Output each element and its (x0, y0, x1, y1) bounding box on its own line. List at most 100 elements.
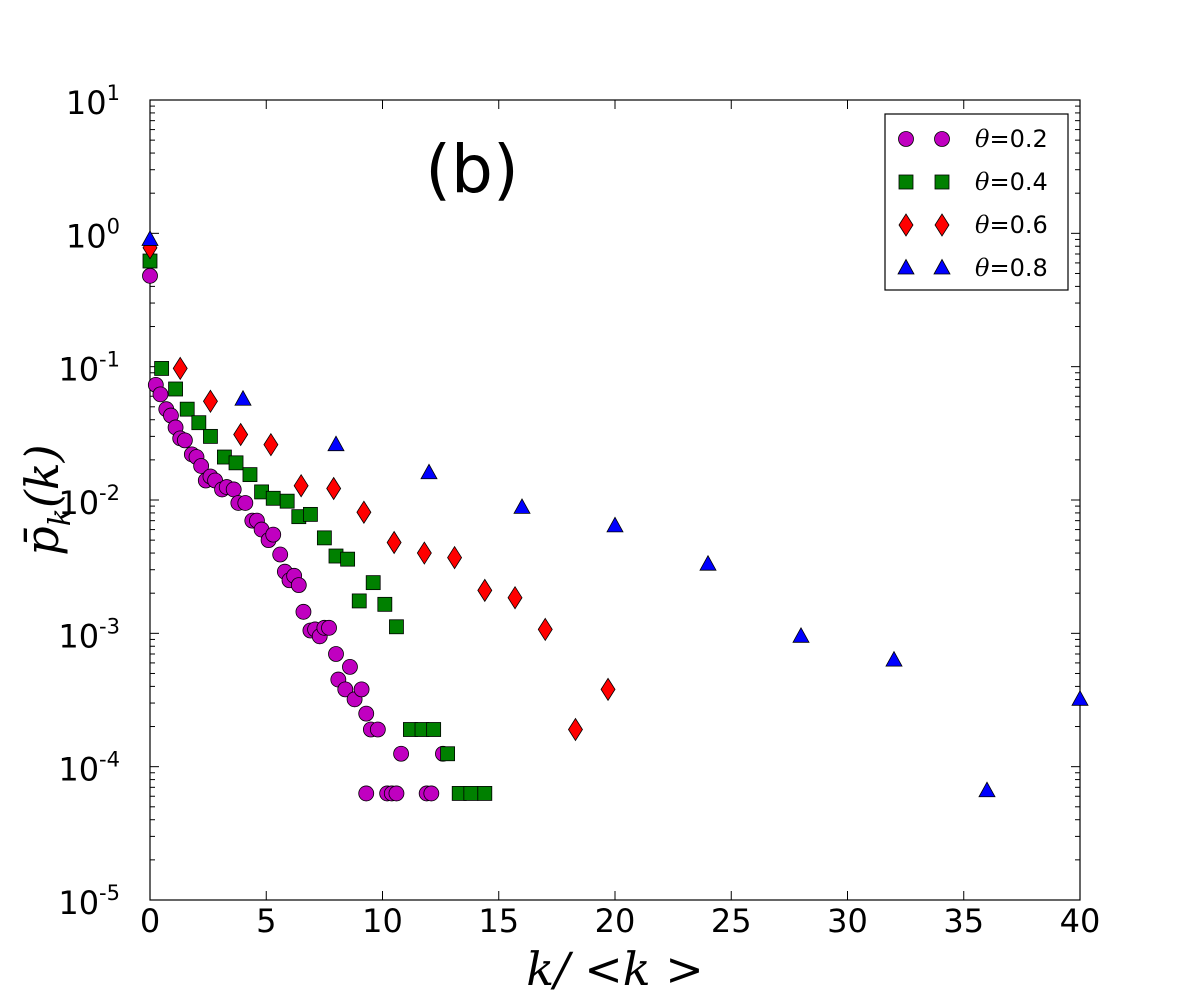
point-s3-2 (327, 435, 345, 452)
point-s2-15 (600, 677, 616, 702)
legend-label-3: θ=0.8 (975, 254, 1048, 282)
point-s0-46 (388, 785, 405, 802)
point-s2-13 (537, 617, 553, 642)
y-tick-base-5: 10 (58, 751, 99, 789)
legend-marker-0b (934, 131, 950, 147)
legend-symbol-1: θ (975, 168, 990, 196)
point-s0-10 (193, 458, 210, 474)
y-tick-exp-5: -4 (99, 748, 120, 772)
legend-value-0: =0.2 (989, 125, 1047, 153)
point-s0-48 (358, 785, 375, 802)
point-s1-7 (228, 455, 244, 471)
series-0 (142, 267, 451, 802)
legend-symbol-0: θ (975, 125, 990, 153)
y-tick-exp-2: -1 (99, 348, 120, 372)
x-tick-label-4: 20 (595, 902, 636, 940)
point-s1-17 (351, 593, 367, 609)
point-s2-8 (386, 530, 402, 555)
point-s1-24 (440, 746, 456, 762)
point-s1-19 (377, 596, 393, 612)
point-s0-43 (369, 721, 386, 738)
point-s0-50 (423, 785, 440, 802)
point-s2-7 (356, 500, 372, 524)
point-s1-4 (191, 415, 207, 431)
point-s0-41 (358, 705, 375, 722)
x-tick-label-5: 25 (711, 902, 752, 940)
point-s1-27 (477, 786, 493, 801)
x-tick-label-2: 10 (362, 902, 403, 940)
y-tick-label-1: 100 (66, 214, 120, 255)
point-s0-35 (328, 646, 344, 662)
point-s1-3 (179, 401, 195, 417)
point-s0-0 (142, 267, 158, 284)
y-tick-label-2: 10-1 (58, 348, 120, 389)
x-tick-label-8: 40 (1060, 902, 1101, 940)
x-tick-label-1: 5 (256, 902, 276, 940)
y-axis-title-base: p̄ (15, 526, 69, 555)
legend-label-0: θ=0.2 (975, 125, 1048, 153)
point-s3-3 (420, 463, 438, 480)
legend-symbol-2: θ (975, 211, 990, 239)
y-tick-base-3: 10 (58, 484, 99, 522)
y-axis-title-arg: (k) (15, 444, 69, 508)
point-s2-3 (233, 422, 249, 447)
point-s3-1 (234, 389, 252, 406)
point-s0-38 (342, 659, 358, 675)
x-tick-label-0: 0 (140, 902, 160, 940)
point-s1-23 (426, 722, 442, 737)
point-s2-11 (477, 578, 493, 603)
point-s0-2 (152, 386, 169, 403)
y-tick-label-5: 10-4 (58, 748, 120, 789)
y-axis-title: p̄k(k) (15, 444, 78, 555)
point-s1-18 (365, 575, 381, 591)
series-1 (142, 253, 493, 801)
point-s3-5 (606, 516, 624, 533)
legend-marker-1b (934, 174, 950, 190)
point-s0-18 (237, 495, 254, 511)
y-tick-base-0: 10 (66, 84, 107, 122)
point-s2-9 (416, 541, 432, 565)
y-tick-exp-1: 0 (107, 214, 120, 238)
legend-marker-2b (934, 213, 950, 237)
legend-marker-3b (933, 258, 951, 275)
legend-marker-3a (897, 258, 915, 275)
y-tick-exp-3: -2 (99, 481, 120, 505)
x-tick-label-7: 35 (943, 902, 984, 940)
point-s1-8 (242, 467, 258, 483)
point-s3-0 (141, 230, 159, 246)
y-tick-exp-6: -5 (99, 881, 120, 905)
point-s1-1 (154, 361, 170, 376)
legend-value-2: =0.6 (989, 211, 1047, 239)
point-s2-2 (202, 389, 218, 414)
panel-label: (b) (425, 131, 518, 208)
legend-marker-0a (898, 131, 914, 147)
point-s0-28 (290, 577, 307, 594)
legend-value-1: =0.4 (989, 168, 1047, 196)
point-s2-12 (507, 585, 523, 610)
point-s2-6 (326, 476, 342, 501)
point-s1-2 (168, 381, 183, 397)
legend-frame (884, 113, 1069, 291)
legend-value-3: =0.8 (989, 254, 1047, 282)
point-s1-14 (316, 530, 332, 546)
y-tick-label-4: 10-3 (58, 614, 120, 655)
point-s1-5 (203, 428, 218, 444)
x-tick-label-6: 30 (827, 902, 868, 940)
point-s2-14 (568, 717, 583, 742)
legend-markers (897, 131, 951, 275)
y-tick-base-2: 10 (58, 351, 99, 389)
point-s1-10 (265, 490, 281, 506)
point-s2-1 (172, 356, 188, 381)
ticks-layer (149, 99, 1081, 901)
legend-marker-2a (898, 213, 914, 237)
point-s0-37 (337, 681, 354, 698)
x-tick-label-3: 15 (478, 902, 519, 940)
tick-labels-layer: 0 5 10 15 20 25 30 35 4010110010-110-210-310-410… (58, 81, 1100, 940)
legend-label-1: θ=0.4 (975, 168, 1048, 196)
series-2 (142, 235, 616, 742)
point-s1-11 (279, 493, 295, 509)
point-s3-7 (792, 626, 810, 643)
point-s2-4 (263, 432, 279, 457)
point-s3-4 (513, 498, 531, 514)
